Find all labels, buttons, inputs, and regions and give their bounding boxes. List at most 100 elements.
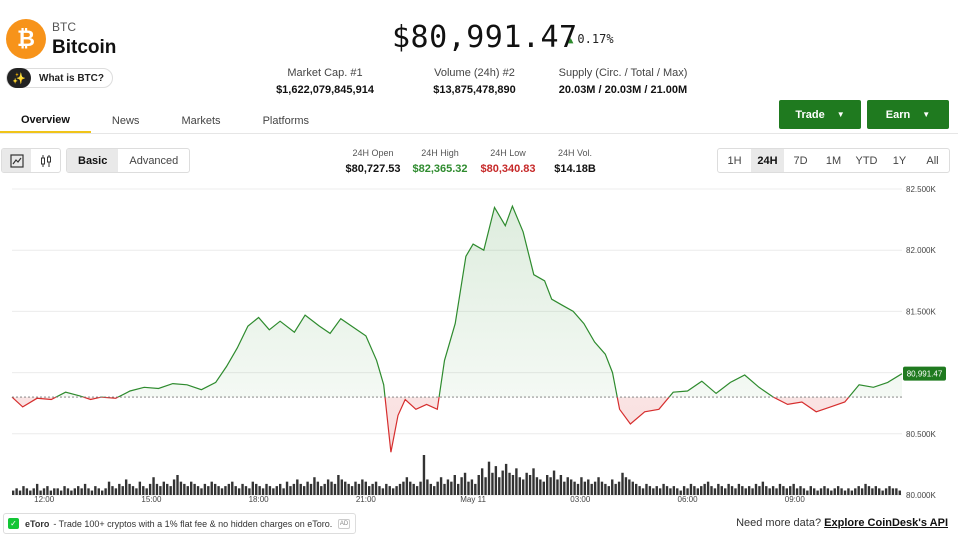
tab-platforms[interactable]: Platforms — [262, 114, 310, 127]
day-stat-low: 24H Low $80,340.83 — [478, 148, 538, 175]
volume-bar — [689, 483, 693, 495]
tab-news[interactable]: News — [111, 114, 140, 127]
stat-label: Market Cap. #1 — [287, 67, 363, 79]
volume-bar — [665, 486, 669, 495]
up-arrow-icon: ▲ — [568, 36, 574, 46]
range-1y-button[interactable]: 1Y — [892, 154, 907, 167]
volume-bar — [237, 488, 241, 495]
range-24h-button[interactable]: 24H — [751, 149, 784, 172]
volume-bar — [169, 486, 172, 495]
volume-bar — [765, 486, 768, 495]
volume-bar — [402, 481, 405, 495]
volume-bar — [227, 483, 231, 495]
what-is-btc-button[interactable]: ✨ What is BTC? — [6, 68, 113, 88]
volume-bar — [696, 488, 700, 495]
range-1h-button[interactable]: 1H — [727, 154, 742, 167]
volume-bar — [405, 477, 409, 495]
volume-bar — [326, 479, 330, 495]
volume-bar — [576, 483, 580, 495]
volume-bar — [587, 479, 590, 495]
volume-bar — [39, 490, 42, 495]
volume-bar — [754, 483, 758, 495]
volume-bar — [597, 477, 600, 495]
ad-text: - Trade 100+ cryptos with a 1% flat fee … — [53, 518, 333, 529]
volume-bar — [693, 486, 696, 495]
volume-bar — [504, 463, 508, 495]
volume-bar — [422, 455, 426, 495]
volume-bar — [682, 486, 686, 495]
etoro-ad-banner[interactable]: ✓ eToro - Trade 100+ cryptos with a 1% f… — [3, 513, 356, 534]
volume-bar — [744, 488, 747, 495]
volume-bar — [556, 479, 559, 495]
range-ytd-button[interactable]: YTD — [855, 154, 878, 167]
volume-bar — [347, 483, 350, 495]
volume-bar — [378, 486, 381, 495]
line-chart-icon[interactable] — [2, 149, 31, 172]
trade-button[interactable]: Trade ▼ — [779, 100, 861, 129]
volume-bar — [638, 486, 641, 495]
volume-bar — [710, 486, 713, 495]
volume-bar — [727, 483, 730, 495]
x-tick-label: 12:00 — [34, 495, 55, 504]
earn-button[interactable]: Earn ▼ — [867, 100, 949, 129]
bitcoin-logo-icon: ₿ — [6, 19, 46, 59]
volume-bar — [624, 477, 628, 495]
volume-bar — [306, 481, 309, 495]
volume-bar — [207, 486, 210, 495]
volume-bar — [563, 481, 566, 495]
x-tick-label: 15:00 — [141, 495, 162, 504]
volume-bar — [895, 488, 898, 495]
range-all-button[interactable]: All — [926, 154, 939, 167]
x-tick-label: 09:00 — [785, 495, 806, 504]
mode-advanced-button[interactable]: Advanced — [129, 154, 179, 167]
volume-bar — [63, 486, 66, 495]
volume-bar — [83, 483, 87, 495]
y-tick-label: 80.000K — [906, 491, 936, 500]
volume-bar — [354, 481, 357, 495]
volume-bar — [830, 490, 833, 495]
explore-api-link[interactable]: Explore CoinDesk's API — [824, 517, 948, 529]
trade-label: Trade — [795, 108, 825, 121]
volume-bar — [826, 488, 830, 495]
mode-basic-button[interactable]: Basic — [67, 149, 119, 172]
day-stat-high: 24H High $82,365.32 — [411, 148, 469, 175]
tab-overview[interactable]: Overview — [0, 108, 91, 133]
volume-bar — [426, 479, 429, 495]
volume-bar — [840, 488, 843, 495]
volume-bar — [484, 477, 487, 495]
volume-bar — [391, 488, 395, 495]
volume-bar — [775, 488, 778, 495]
what-is-btc-label: What is BTC? — [39, 72, 104, 84]
volume-bar — [590, 483, 593, 495]
price-chart[interactable]: 82.500K82.000K81.500K81.000K80.500K80.00… — [0, 178, 958, 510]
volume-bar — [439, 477, 443, 495]
volume-bar — [87, 488, 90, 495]
tab-markets[interactable]: Markets — [181, 114, 221, 127]
volume-bar — [361, 479, 364, 495]
volume-bar — [792, 483, 795, 495]
volume-bar — [854, 488, 857, 495]
day-stat-value: $82,365.32 — [412, 163, 468, 175]
price-change: ▲ 0.17% — [568, 32, 614, 46]
range-1m-button[interactable]: 1M — [825, 154, 842, 167]
volume-bar — [498, 477, 501, 495]
volume-bar — [580, 477, 583, 495]
volume-bar — [782, 486, 785, 495]
volume-bar — [251, 481, 255, 495]
chevron-down-icon: ▼ — [836, 110, 845, 119]
volume-bar — [867, 486, 871, 495]
current-price-label: 80,991.47 — [907, 370, 943, 379]
volume-bar — [778, 483, 782, 495]
range-7d-button[interactable]: 7D — [793, 154, 808, 167]
volume-bar — [323, 483, 326, 495]
volume-bar — [515, 468, 518, 495]
stat-volume: Volume (24h) #2 $13,875,478,890 — [432, 67, 517, 96]
x-tick-label: 06:00 — [678, 495, 699, 504]
tabs-divider — [0, 133, 958, 134]
volume-bar — [316, 481, 320, 495]
candlestick-icon[interactable] — [31, 149, 60, 172]
day-stat-label: 24H Low — [490, 148, 526, 158]
volume-bar — [713, 488, 717, 495]
volume-bar — [546, 475, 549, 495]
price-area-up — [12, 206, 902, 398]
